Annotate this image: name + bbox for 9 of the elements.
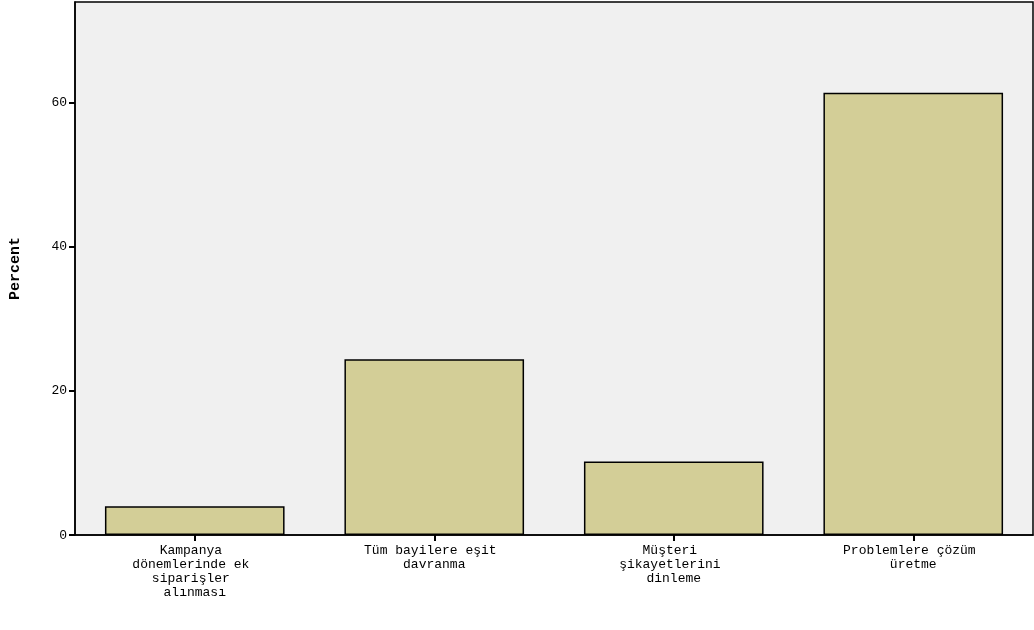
y-tick-label: 0 [59,527,67,543]
x-tick-label: Müşteri şikayetlerini dinleme [619,542,729,586]
x-tick-label: Tüm bayilere eşit davranma [364,542,505,572]
y-tick-label: 60 [51,95,67,111]
x-tick-label: Kampanya dönemlerinde ek siparişler alınması [132,542,258,600]
y-tick-label: 20 [51,383,67,399]
y-tick-label: 40 [51,239,67,255]
y-axis-title: Percent [7,236,24,301]
x-tick-label: Problemlere çözüm üretme [843,542,984,572]
